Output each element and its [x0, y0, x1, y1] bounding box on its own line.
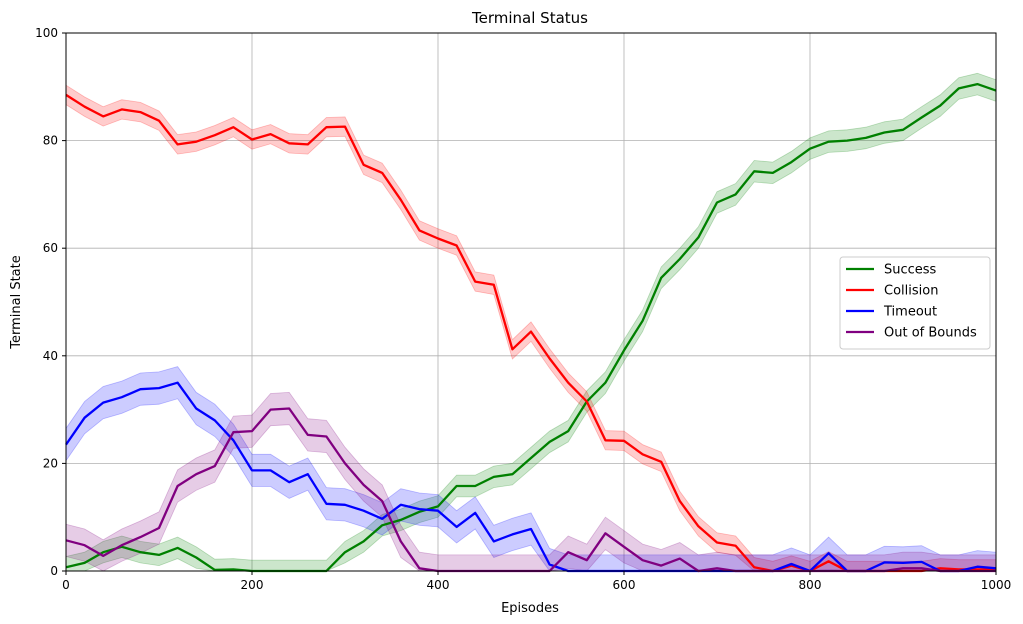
chart-title: Terminal Status [471, 9, 588, 27]
out-of-bounds-line [65, 407, 996, 573]
legend-label-out-of-bounds: Out of Bounds [884, 326, 977, 341]
y-tick-label: 0 [50, 564, 58, 578]
plot-area-frame [65, 32, 997, 572]
legend-label-collision: Collision [884, 284, 938, 299]
x-tick-label: 200 [241, 578, 264, 592]
axis-ticks: 0 200 400 600 800 1000 0 20 40 60 80 100 [35, 26, 1011, 592]
y-axis-label: Terminal State [9, 255, 24, 349]
x-tick-label: 600 [613, 578, 636, 592]
y-tick-label: 20 [43, 456, 58, 470]
x-tick-label: 0 [62, 578, 70, 592]
x-tick-label: 1000 [981, 578, 1012, 592]
legend-label-timeout: Timeout [883, 305, 937, 320]
x-tick-label: 800 [799, 578, 822, 592]
x-tick-label: 400 [427, 578, 450, 592]
y-tick-label: 80 [43, 134, 58, 148]
legend-box [839, 256, 991, 350]
collision-line [65, 93, 996, 573]
y-tick-label: 60 [43, 241, 58, 255]
timeout-line [65, 381, 997, 573]
y-tick-label: 40 [43, 349, 58, 363]
legend-label-success: Success [884, 263, 937, 278]
x-axis-label: Episodes [501, 601, 559, 616]
legend: Success Collision Timeout Out of Bounds [839, 256, 991, 350]
success-line [65, 82, 997, 573]
y-tick-label: 100 [35, 26, 58, 40]
